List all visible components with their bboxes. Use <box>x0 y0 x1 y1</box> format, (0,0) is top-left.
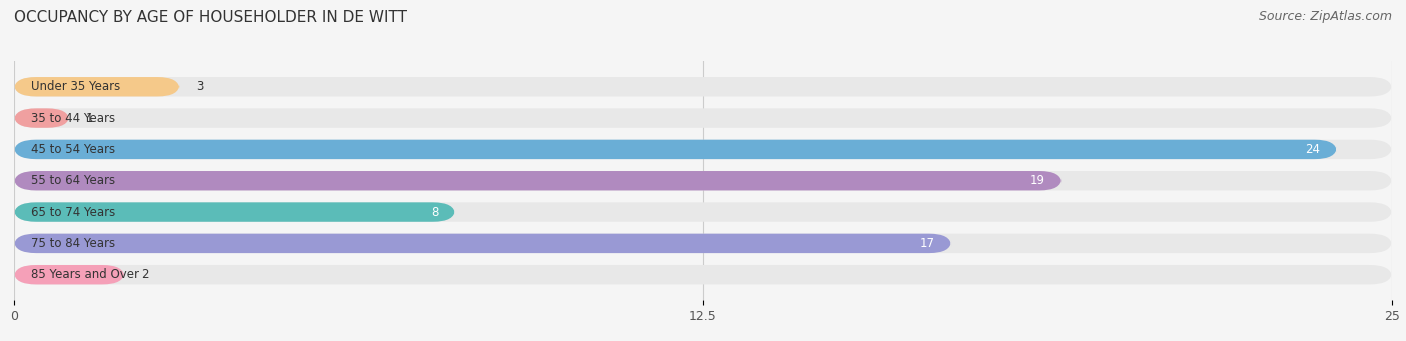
Text: 2: 2 <box>141 268 148 281</box>
Text: 1: 1 <box>86 112 93 124</box>
Text: 55 to 64 Years: 55 to 64 Years <box>31 174 115 187</box>
FancyBboxPatch shape <box>14 77 180 97</box>
Text: 24: 24 <box>1305 143 1320 156</box>
Text: 75 to 84 Years: 75 to 84 Years <box>31 237 115 250</box>
FancyBboxPatch shape <box>14 77 1392 97</box>
FancyBboxPatch shape <box>14 202 1392 222</box>
FancyBboxPatch shape <box>14 108 1392 128</box>
FancyBboxPatch shape <box>14 202 456 222</box>
Text: 3: 3 <box>195 80 204 93</box>
Text: Source: ZipAtlas.com: Source: ZipAtlas.com <box>1258 10 1392 23</box>
FancyBboxPatch shape <box>14 265 1392 284</box>
Text: 19: 19 <box>1029 174 1045 187</box>
FancyBboxPatch shape <box>14 140 1392 159</box>
FancyBboxPatch shape <box>14 171 1392 190</box>
FancyBboxPatch shape <box>14 234 1392 253</box>
Text: 85 Years and Over: 85 Years and Over <box>31 268 139 281</box>
FancyBboxPatch shape <box>14 108 69 128</box>
FancyBboxPatch shape <box>14 265 124 284</box>
FancyBboxPatch shape <box>14 234 950 253</box>
Text: 8: 8 <box>432 206 439 219</box>
FancyBboxPatch shape <box>14 171 1062 190</box>
Text: 45 to 54 Years: 45 to 54 Years <box>31 143 115 156</box>
Text: 65 to 74 Years: 65 to 74 Years <box>31 206 115 219</box>
Text: OCCUPANCY BY AGE OF HOUSEHOLDER IN DE WITT: OCCUPANCY BY AGE OF HOUSEHOLDER IN DE WI… <box>14 10 408 25</box>
Text: 35 to 44 Years: 35 to 44 Years <box>31 112 115 124</box>
FancyBboxPatch shape <box>14 140 1337 159</box>
Text: Under 35 Years: Under 35 Years <box>31 80 120 93</box>
Text: 17: 17 <box>920 237 935 250</box>
